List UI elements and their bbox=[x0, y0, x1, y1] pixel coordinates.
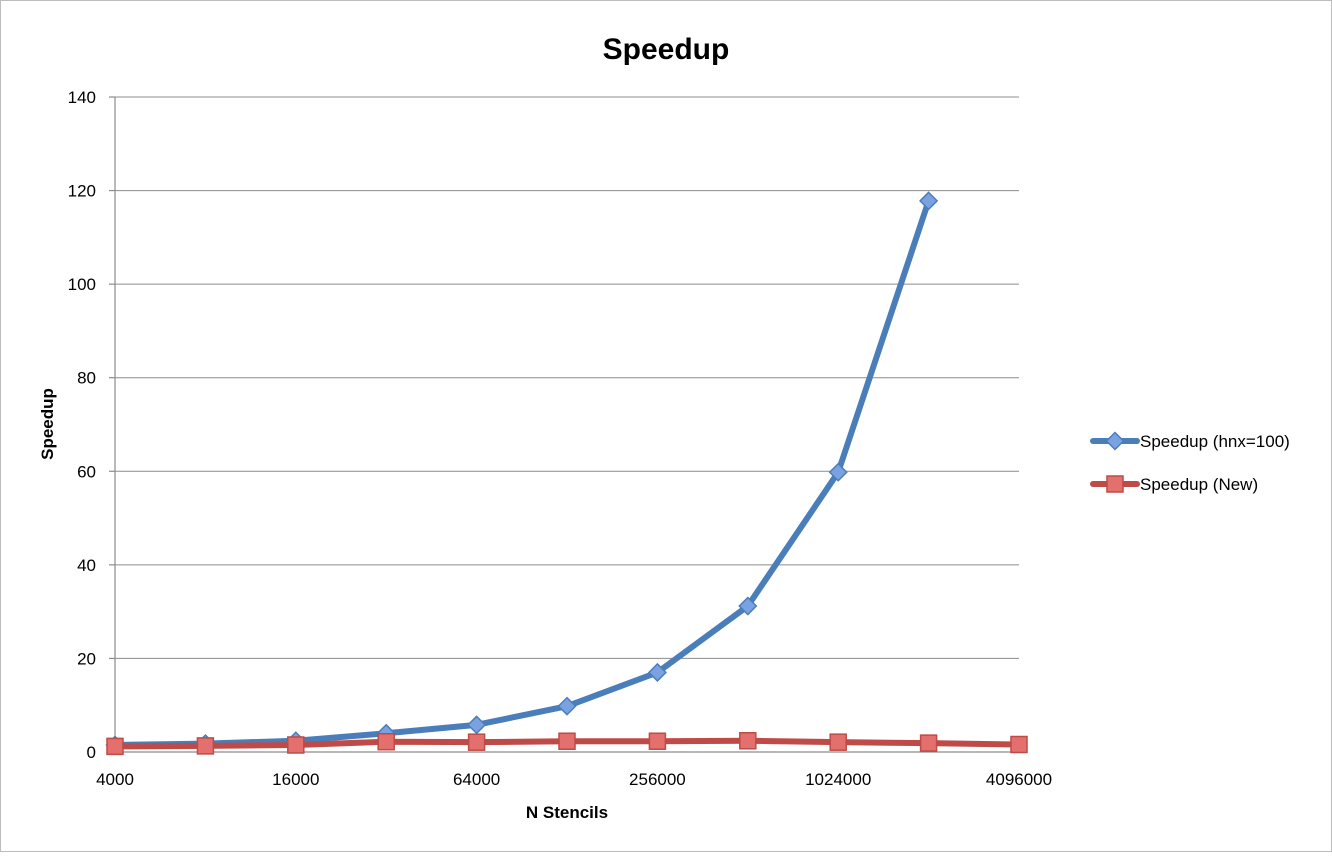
legend-item-0: Speedup (hnx=100) bbox=[1090, 431, 1290, 451]
series-1 bbox=[106, 732, 1028, 756]
y-tick-label: 120 bbox=[68, 182, 96, 201]
data-point-marker bbox=[648, 732, 667, 750]
x-tick-label: 4000 bbox=[96, 770, 134, 789]
data-point-marker bbox=[829, 733, 847, 751]
gridlines bbox=[115, 96, 1019, 659]
legend-marker bbox=[1106, 475, 1124, 493]
data-point-marker bbox=[377, 732, 395, 751]
series-0 bbox=[105, 191, 939, 755]
chart-title: Speedup bbox=[603, 33, 730, 66]
x-tick-label: 1024000 bbox=[805, 770, 871, 789]
data-point-marker bbox=[919, 191, 939, 211]
y-axis-title: Speedup bbox=[38, 388, 57, 460]
data-point-marker bbox=[196, 737, 215, 755]
data-point-marker bbox=[1010, 735, 1028, 754]
data-point-marker bbox=[739, 732, 757, 750]
data-point-marker bbox=[467, 733, 486, 751]
data-point-marker bbox=[557, 696, 577, 716]
legend-item-1: Speedup (New) bbox=[1090, 475, 1258, 494]
y-tick-label: 140 bbox=[68, 88, 96, 107]
y-tick-label: 0 bbox=[87, 743, 96, 762]
x-axis-title: N Stencils bbox=[526, 803, 608, 822]
y-tick-label: 60 bbox=[77, 462, 96, 481]
axes: 0 20 40 60 80 100 120 140 4000 16000 64000 256000 10… bbox=[68, 88, 1052, 789]
legend: Speedup (hnx=100) Speedup (New) bbox=[1090, 431, 1290, 494]
x-tick-label: 256000 bbox=[629, 770, 686, 789]
x-tick-label: 64000 bbox=[453, 770, 500, 789]
x-tick-label: 4096000 bbox=[986, 770, 1052, 789]
legend-marker bbox=[1105, 431, 1125, 451]
y-tick-label: 80 bbox=[77, 369, 96, 388]
data-point-marker bbox=[828, 462, 848, 482]
data-point-marker bbox=[919, 734, 938, 752]
y-tick-label: 20 bbox=[77, 649, 96, 668]
x-tick-label: 16000 bbox=[272, 770, 319, 789]
data-point-marker bbox=[467, 715, 487, 735]
data-point-marker bbox=[106, 737, 124, 756]
series-line bbox=[112, 197, 932, 748]
data-point-marker bbox=[287, 736, 305, 754]
data-point-marker bbox=[558, 732, 576, 750]
y-tick-label: 100 bbox=[68, 275, 96, 294]
series-layer bbox=[105, 191, 1028, 756]
legend-label: Speedup (hnx=100) bbox=[1140, 432, 1290, 451]
data-point-marker bbox=[738, 596, 758, 616]
data-point-marker bbox=[647, 662, 667, 683]
legend-label: Speedup (New) bbox=[1140, 475, 1258, 494]
y-tick-label: 40 bbox=[77, 556, 96, 575]
